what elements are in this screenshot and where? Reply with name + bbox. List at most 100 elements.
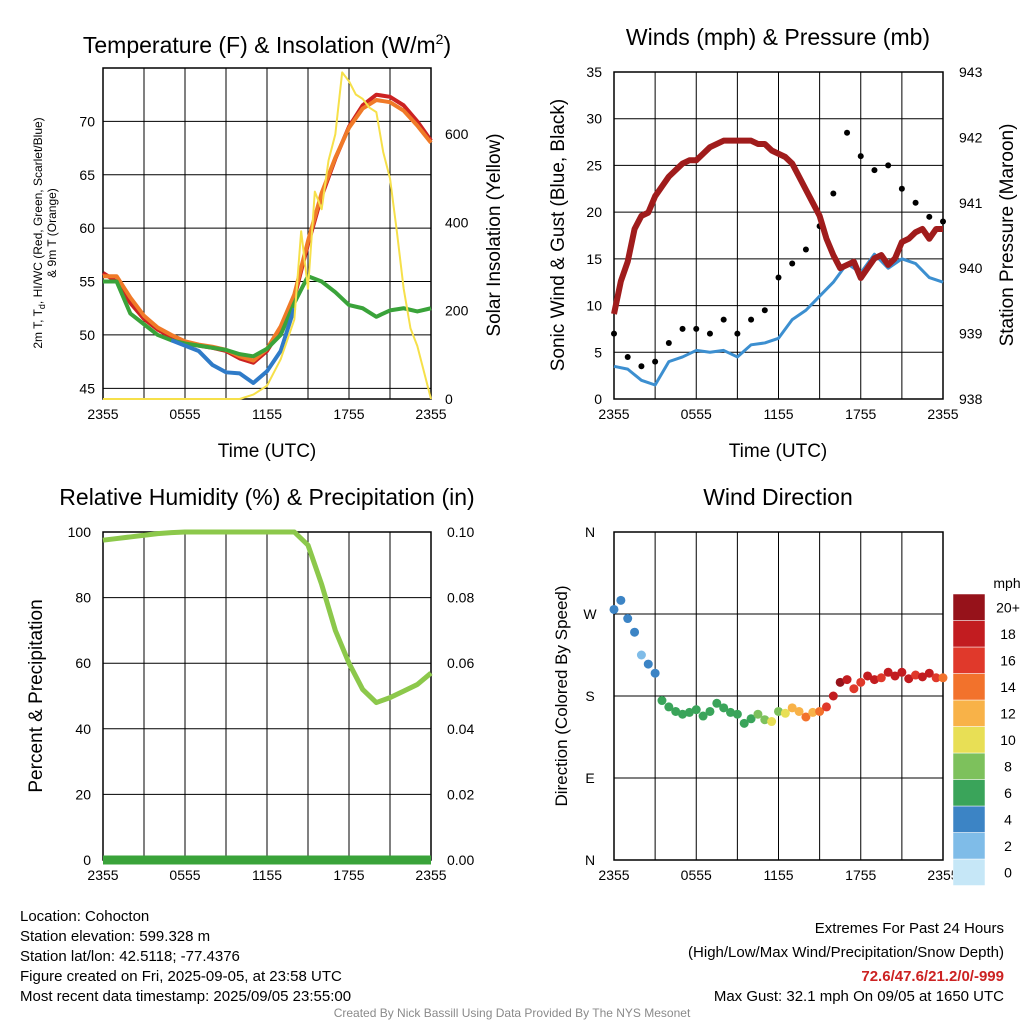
colorbar-swatch <box>952 593 986 621</box>
gust-point <box>912 199 919 206</box>
colorbar-label: 12 <box>1000 705 1016 721</box>
colorbar-swatch <box>952 673 986 701</box>
temp-ytick-right-label: 400 <box>445 214 469 230</box>
dir-ytick-label: S <box>585 688 594 704</box>
temp-xtick-label: 0555 <box>169 406 200 422</box>
wind-ytick-label: 5 <box>594 344 602 360</box>
direction-point <box>856 677 866 687</box>
gust-point <box>748 316 755 323</box>
direction-point <box>636 650 646 660</box>
wind-xtick-label: 0555 <box>681 406 712 422</box>
gust-point <box>802 246 809 253</box>
colorbar-swatch <box>952 726 986 754</box>
direction-point <box>760 715 770 725</box>
direction-point <box>883 667 893 677</box>
wind-xlabel: Time (UTC) <box>729 441 828 462</box>
temp-series-hi-wc <box>170 307 297 385</box>
temp-xtick-label: 2355 <box>87 406 118 422</box>
rh-xtick-label: 2355 <box>87 867 118 883</box>
direction-point <box>732 709 742 719</box>
direction-point <box>671 706 681 716</box>
wind-frame <box>613 71 944 400</box>
dir-ytick-label: E <box>585 770 594 786</box>
rh-ytick-right-label: 0.02 <box>447 786 474 802</box>
direction-point <box>931 673 941 683</box>
rh-ytick-label: 80 <box>75 590 91 606</box>
gust-point <box>761 307 768 314</box>
direction-point <box>863 671 873 681</box>
wind-ytick-right-label: 941 <box>959 195 983 211</box>
speed-colorbar: 0 2 4 6 8 10 12 14 16 18 20+ <box>952 593 1020 886</box>
recent-timestamp: Most recent data timestamp: 2025/09/05 2… <box>20 988 352 1005</box>
rh-ytick-label: 100 <box>68 524 92 540</box>
colorbar-label: 6 <box>1004 785 1012 801</box>
temp-series-insolation <box>103 71 432 400</box>
wind-xtick-label: 2355 <box>927 406 958 422</box>
wind-ytick-label: 30 <box>586 111 602 127</box>
direction-point <box>726 707 736 717</box>
dir-xtick-label: 2355 <box>598 867 629 883</box>
colorbar-swatch <box>952 752 986 780</box>
direction-point <box>815 706 825 716</box>
colorbar-label: 18 <box>1000 626 1016 642</box>
dir-xtick-label: 0555 <box>681 867 712 883</box>
temp-xlabel: Time (UTC) <box>218 441 317 462</box>
direction-point <box>828 691 838 701</box>
temp-ytick-label: 65 <box>79 167 95 183</box>
direction-point <box>609 604 619 614</box>
gust-point <box>844 129 851 136</box>
gust-point <box>734 330 741 337</box>
gust-point <box>898 185 905 192</box>
temp-ytick-label: 70 <box>79 113 95 129</box>
rh-ytick-label: 20 <box>75 786 91 802</box>
direction-point <box>876 673 886 683</box>
dir-panel: Wind Direction 2355 0555 1155 1755 2355NESWN… <box>552 484 1021 886</box>
colorbar-swatch <box>952 779 986 807</box>
extremes-block: Extremes For Past 24 Hours (High/Low/Max… <box>688 919 1004 1007</box>
temp-series-td <box>103 274 432 359</box>
wind-ytick-right-label: 943 <box>959 64 983 80</box>
direction-point <box>684 707 694 717</box>
wind-xtick-label: 2355 <box>598 406 629 422</box>
colorbar-swatch <box>952 858 986 886</box>
extremes-values: 72.6/47.6/21.2/0/-999 <box>861 968 1004 985</box>
direction-point <box>712 698 722 708</box>
temp-ytick-label: 45 <box>79 380 95 396</box>
direction-point <box>917 672 927 682</box>
extremes-legend: (High/Low/Max Wind/Precipitation/Snow De… <box>688 944 1004 961</box>
wind-series-station-pressure <box>611 137 943 315</box>
dir-frame <box>613 531 944 861</box>
wind-ytick-label: 10 <box>586 298 602 314</box>
direction-point <box>705 706 715 716</box>
rh-xtick-label: 1755 <box>333 867 364 883</box>
colorbar-swatch <box>952 805 986 833</box>
temp-ytick-label: 50 <box>79 327 95 343</box>
wind-ytick-right-label: 939 <box>959 326 983 342</box>
colorbar-label: 20+ <box>996 599 1020 615</box>
dir-title: Wind Direction <box>703 484 853 510</box>
wind-ytick-right-label: 942 <box>959 129 983 145</box>
rh-ytick-right-label: 0.06 <box>447 655 474 671</box>
gust-point <box>885 162 892 169</box>
colorbar-title: mph <box>993 575 1020 591</box>
gust-point <box>638 363 645 370</box>
direction-point <box>630 627 640 637</box>
direction-point <box>835 677 845 687</box>
gust-point <box>926 213 933 220</box>
temp-ylabel-left: 2m T, Td, HI/WC (Red, Green, Scarlet/Blu… <box>31 117 47 348</box>
rh-xtick-label: 1155 <box>252 867 282 883</box>
gust-point <box>720 316 727 323</box>
dir-ytick-label: N <box>585 852 595 868</box>
gust-point <box>871 167 878 174</box>
extremes-title: Extremes For Past 24 Hours <box>814 920 1004 937</box>
direction-point <box>678 709 688 719</box>
rh-ytick-right-label: 0.10 <box>447 524 474 540</box>
wind-plot-area: 2355 0555 1155 1755 235505101520253035938939… <box>586 64 982 422</box>
gust-point <box>775 274 782 281</box>
wind-xtick-label: 1755 <box>845 406 876 422</box>
rh-xtick-label: 2355 <box>415 867 446 883</box>
temp-ytick-label: 60 <box>79 220 95 236</box>
direction-point <box>869 675 879 685</box>
direction-point <box>787 703 797 713</box>
figure-created: Figure created on Fri, 2025-09-05, at 23… <box>20 968 342 985</box>
